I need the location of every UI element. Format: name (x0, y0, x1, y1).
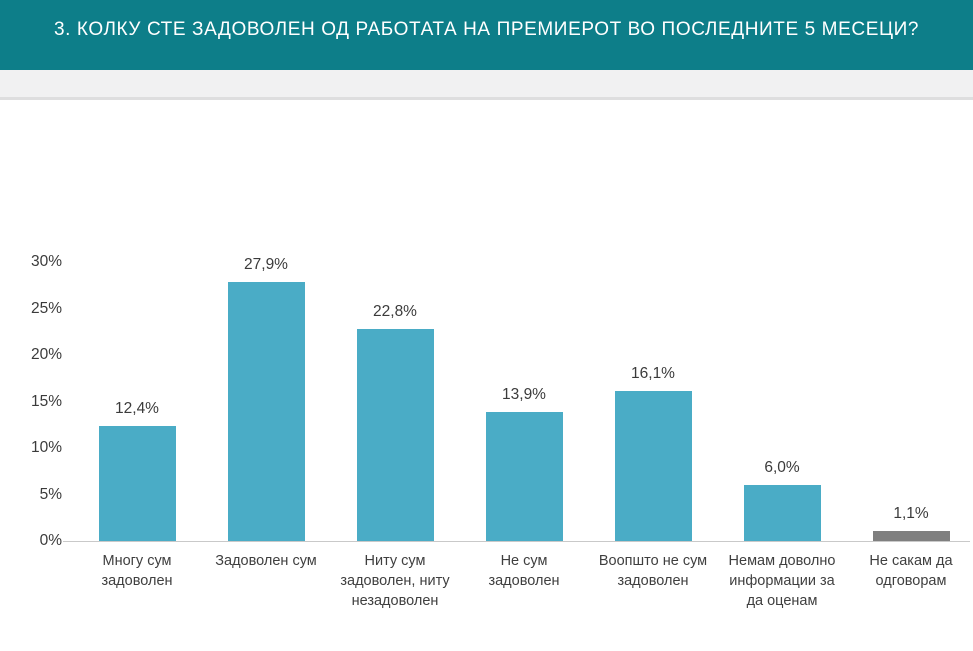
bar-value-label: 12,4% (115, 400, 159, 417)
y-axis-tick-label: 15% (30, 392, 62, 410)
y-axis-tick-label: 30% (30, 253, 62, 270)
y-axis-tick-label: 25% (30, 299, 62, 317)
bar-2 (227, 282, 305, 541)
bar-value-label: 6,0% (764, 459, 800, 476)
page-title: 3. КОЛКУ СТЕ ЗАДОВОЛЕН ОД РАБОТАТА НА ПР… (53, 18, 920, 40)
bar-value-label: 16,1% (631, 365, 675, 382)
bar-value-label: 1,1% (893, 505, 929, 522)
bar-3 (356, 329, 434, 541)
x-axis-label: Воопшто не сум задоволен (598, 553, 708, 589)
x-axis-line (63, 541, 970, 542)
header-strip (0, 70, 973, 100)
y-axis-tick-label: 5% (39, 485, 62, 503)
x-axis-label: Ниту сум задоволен, ниту незадоволен (340, 553, 450, 609)
x-axis-label: Многу сум задоволен (101, 553, 173, 589)
title-bar: 3. КОЛКУ СТЕ ЗАДОВОЛЕН ОД РАБОТАТА НА ПР… (0, 0, 973, 70)
y-axis-tick-label: 0% (39, 532, 62, 549)
y-axis-tick-label: 20% (30, 346, 62, 363)
bar-value-label: 22,8% (373, 303, 417, 320)
x-axis-label: Немам доволно информации за да оценам (728, 553, 836, 609)
x-axis-label: Не сум задоволен (488, 553, 560, 589)
bar-5 (614, 391, 692, 541)
y-axis-tick-label: 10% (30, 439, 62, 456)
bar-value-label: 13,9% (502, 386, 546, 403)
bar-7 (872, 531, 950, 541)
bar-value-label: 27,9% (244, 256, 288, 273)
x-axis-label: Не сакам да одговорам (869, 553, 953, 589)
bar-4 (485, 412, 563, 541)
bar-6 (743, 485, 821, 541)
x-axis-label: Задоволен сум (215, 553, 317, 569)
bar-1 (98, 426, 176, 541)
